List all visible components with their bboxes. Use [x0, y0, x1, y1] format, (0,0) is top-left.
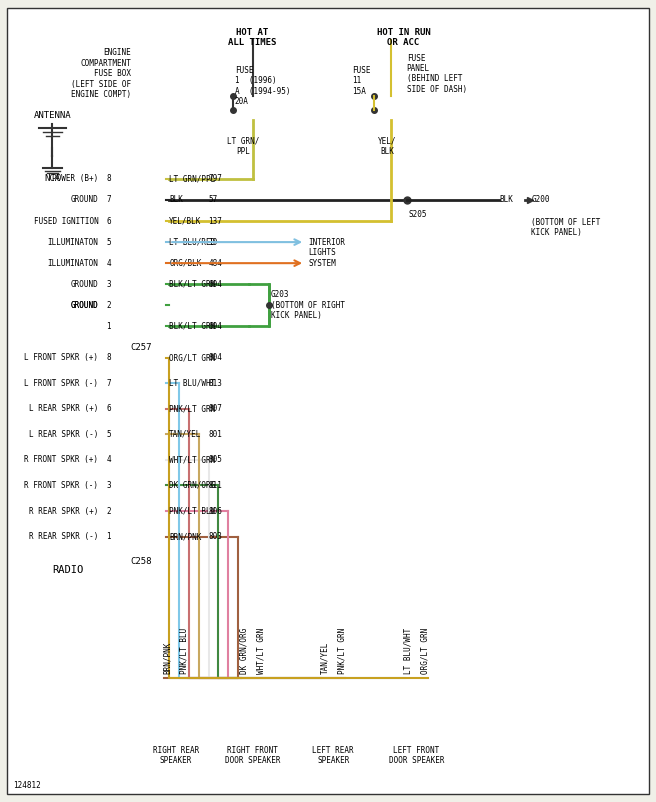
Bar [102, 345, 166, 549]
Text: G200: G200 [531, 196, 550, 205]
Text: ILLUMINATON: ILLUMINATON [47, 237, 98, 246]
Text: FUSED IGNITION: FUSED IGNITION [33, 217, 98, 225]
Text: ORG/BLK: ORG/BLK [169, 259, 201, 268]
Text: R FRONT SPKR (-): R FRONT SPKR (-) [24, 481, 98, 490]
Text: FUSE
11
15A: FUSE 11 15A [352, 66, 371, 95]
Text: 694: 694 [209, 322, 222, 330]
Text: 3: 3 [106, 280, 111, 289]
Text: TAN/YEL: TAN/YEL [169, 430, 201, 439]
Text: BRN/PNK: BRN/PNK [163, 642, 172, 674]
Text: WHT/LT GRN: WHT/LT GRN [169, 456, 216, 464]
Text: YEL/BLK: YEL/BLK [169, 217, 201, 225]
Bar [235, 706, 270, 742]
Text: HOT IN RUN
OR ACC: HOT IN RUN OR ACC [377, 28, 430, 47]
Text: BLK/LT GRN: BLK/LT GRN [169, 280, 216, 289]
Text: YEL/
BLK: YEL/ BLK [378, 136, 396, 156]
Text: POWER (B+): POWER (B+) [52, 175, 98, 184]
Text: 694: 694 [209, 280, 222, 289]
Text: 2: 2 [106, 301, 111, 310]
Text: HOT AT
ALL TIMES: HOT AT ALL TIMES [228, 28, 277, 47]
Text: 137: 137 [209, 217, 222, 225]
Text: WHT/LT GRN: WHT/LT GRN [256, 627, 266, 674]
Text: S205: S205 [408, 209, 426, 219]
Text: 4: 4 [106, 259, 111, 268]
Text: BLK/LT GRN: BLK/LT GRN [169, 322, 216, 330]
Text: R REAR SPKR (+): R REAR SPKR (+) [29, 507, 98, 516]
Text: ANTENNA: ANTENNA [33, 111, 72, 120]
Text: LT BLU/RED: LT BLU/RED [169, 237, 216, 246]
Text: ORG/LT GRN: ORG/LT GRN [169, 353, 216, 363]
Text: 2: 2 [106, 507, 111, 516]
Text: RIGHT REAR
SPEAKER: RIGHT REAR SPEAKER [153, 746, 199, 765]
Text: PNK/LT GRN: PNK/LT GRN [169, 404, 216, 413]
Bar [315, 706, 352, 742]
Text: PNK/LT BLU: PNK/LT BLU [169, 507, 216, 516]
Bar [200, 40, 276, 120]
Text: R FRONT SPKR (+): R FRONT SPKR (+) [24, 456, 98, 464]
Text: LT BLU/WHT: LT BLU/WHT [169, 379, 216, 387]
Text: L FRONT SPKR (-): L FRONT SPKR (-) [24, 379, 98, 387]
Text: FUSE
1  (1996)
A  (1994-95)
20A: FUSE 1 (1996) A (1994-95) 20A [235, 66, 291, 106]
Text: 7: 7 [106, 379, 111, 387]
Text: C258: C258 [131, 557, 152, 566]
Text: GROUND: GROUND [71, 196, 98, 205]
Text: TAN/YEL: TAN/YEL [320, 642, 329, 674]
Text: LT GRN/
PPL: LT GRN/ PPL [226, 136, 259, 156]
Text: ENGINE
COMPARTMENT
FUSE BOX
(LEFT SIDE OF
ENGINE COMPT): ENGINE COMPARTMENT FUSE BOX (LEFT SIDE O… [71, 48, 131, 99]
Text: 807: 807 [209, 404, 222, 413]
Text: LT BLU/WHT: LT BLU/WHT [403, 627, 413, 674]
Bar [348, 40, 403, 120]
Text: 5: 5 [106, 237, 111, 246]
Text: 803: 803 [209, 532, 222, 541]
Text: GROUND: GROUND [71, 301, 98, 310]
Text: 7: 7 [106, 196, 111, 205]
Text: 797: 797 [209, 175, 222, 184]
Text: C257: C257 [131, 343, 152, 352]
Text: 801: 801 [209, 430, 222, 439]
Text: L REAR SPKR (-): L REAR SPKR (-) [29, 430, 98, 439]
Bar [399, 706, 435, 742]
Text: 8: 8 [106, 175, 111, 184]
Text: LEFT FRONT
DOOR SPEAKER: LEFT FRONT DOOR SPEAKER [389, 746, 444, 765]
Text: PNK/LT GRN: PNK/LT GRN [337, 627, 346, 674]
Text: (BOTTOM OF LEFT
KICK PANEL): (BOTTOM OF LEFT KICK PANEL) [531, 217, 601, 237]
Text: 484: 484 [209, 259, 222, 268]
Text: PNK/LT BLU: PNK/LT BLU [180, 627, 189, 674]
Text: GROUND: GROUND [71, 301, 98, 310]
Text: 805: 805 [209, 456, 222, 464]
Text: ILLUMINATON: ILLUMINATON [47, 259, 98, 268]
Text: 6: 6 [106, 404, 111, 413]
Bar [102, 168, 166, 337]
Text: ORG/LT GRN: ORG/LT GRN [420, 627, 430, 674]
Text: 3: 3 [106, 481, 111, 490]
Text: 1: 1 [106, 322, 111, 330]
Text: INTERIOR
LIGHTS
SYSTEM: INTERIOR LIGHTS SYSTEM [308, 237, 345, 268]
Text: BRN/PNK: BRN/PNK [169, 532, 201, 541]
Text: 1: 1 [106, 532, 111, 541]
Text: 804: 804 [209, 353, 222, 363]
Text: 8: 8 [106, 353, 111, 363]
Text: BLK: BLK [169, 196, 183, 205]
Text: DK GRN/ORG: DK GRN/ORG [169, 481, 216, 490]
Text: 19: 19 [209, 237, 218, 246]
Text: R REAR SPKR (-): R REAR SPKR (-) [29, 532, 98, 541]
Text: LEFT REAR
SPEAKER: LEFT REAR SPEAKER [312, 746, 354, 765]
Text: 4: 4 [106, 456, 111, 464]
Text: 57: 57 [209, 196, 218, 205]
Text: 811: 811 [209, 481, 222, 490]
Text: 813: 813 [209, 379, 222, 387]
Text: RIGHT FRONT
DOOR SPEAKER: RIGHT FRONT DOOR SPEAKER [225, 746, 280, 765]
Text: RADIO: RADIO [52, 565, 84, 575]
Text: GROUND: GROUND [71, 280, 98, 289]
Text: 5: 5 [106, 430, 111, 439]
Text: NCA: NCA [45, 174, 60, 183]
Text: 124812: 124812 [13, 781, 41, 790]
Text: 806: 806 [209, 507, 222, 516]
Text: L FRONT SPKR (+): L FRONT SPKR (+) [24, 353, 98, 363]
Text: BLK: BLK [500, 196, 514, 205]
Bar [158, 706, 194, 742]
Text: 6: 6 [106, 217, 111, 225]
Text: L REAR SPKR (+): L REAR SPKR (+) [29, 404, 98, 413]
Text: LT GRN/PPL: LT GRN/PPL [169, 175, 216, 184]
Text: DK GRN/ORG: DK GRN/ORG [239, 627, 249, 674]
